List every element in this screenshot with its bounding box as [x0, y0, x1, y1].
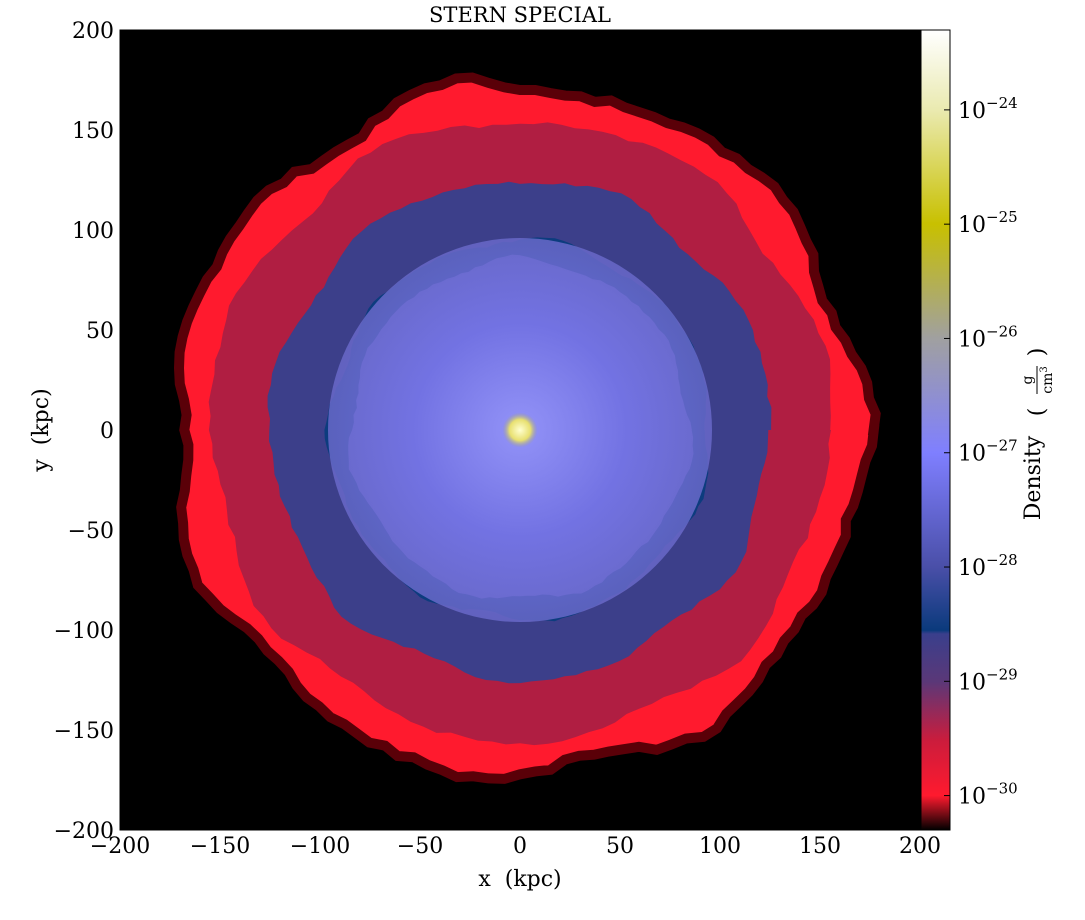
colorbar-unit-numerator: g — [1020, 375, 1036, 384]
y-tick-label: 50 — [86, 319, 114, 344]
x-tick-label: −100 — [290, 834, 350, 859]
colorbar-tick-label: 10−28 — [958, 551, 1018, 581]
x-tick-label: 100 — [699, 834, 741, 859]
y-axis: −200 −150 −100 −50 0 50 100 150 200 — [54, 19, 920, 844]
colorbar — [920, 29, 951, 831]
colorbar-tick-label: 10−30 — [958, 780, 1018, 810]
x-tick-label: 200 — [899, 834, 941, 859]
y-tick-label: −200 — [54, 819, 114, 844]
chart-title: STERN SPECIAL — [429, 3, 611, 27]
x-tick-label: 0 — [513, 834, 527, 859]
colorbar-tick-label: 10−27 — [958, 437, 1018, 467]
colorbar-unit-close-paren: ) — [1025, 348, 1050, 357]
colorbar-label-text: Density — [1021, 435, 1046, 520]
x-axis: −200 −150 −100 −50 0 50 100 150 200 — [90, 30, 941, 859]
colorbar-label: Density ( g cm3 ) — [1020, 348, 1056, 521]
density-region-galaxy-center — [502, 412, 538, 448]
x-tick-label: 50 — [606, 834, 634, 859]
plot-area — [120, 30, 920, 830]
y-tick-label: −100 — [54, 619, 114, 644]
y-tick-label: 0 — [100, 419, 114, 444]
colorbar-tick-label: 10−29 — [958, 665, 1018, 695]
x-tick-label: −200 — [90, 834, 150, 859]
y-axis-label: y (kpc) — [29, 388, 54, 472]
colorbar-ticks: 10−24 10−25 10−26 10−27 10−28 10−29 10−30 — [944, 94, 1018, 810]
x-tick-label: −150 — [190, 834, 250, 859]
y-tick-label: 100 — [72, 219, 114, 244]
x-tick-label: 150 — [799, 834, 841, 859]
x-axis-label: x (kpc) — [478, 867, 561, 892]
y-tick-label: 150 — [72, 119, 114, 144]
x-tick-label: −50 — [397, 834, 443, 859]
colorbar-unit-open-paren: ( — [1025, 408, 1050, 417]
colorbar-tick-label: 10−24 — [958, 94, 1018, 124]
colorbar-tick-label: 10−25 — [958, 208, 1018, 238]
y-tick-label: −150 — [54, 719, 114, 744]
y-tick-label: −50 — [68, 519, 114, 544]
y-tick-label: 200 — [72, 19, 114, 44]
colorbar-unit-denominator: cm3 — [1039, 366, 1056, 394]
colorbar-tick-label: 10−26 — [958, 322, 1018, 352]
